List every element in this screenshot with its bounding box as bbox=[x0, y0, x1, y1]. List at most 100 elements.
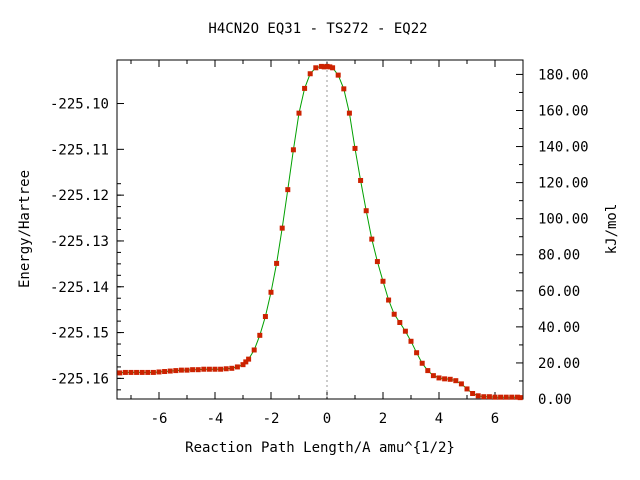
data-point bbox=[498, 394, 504, 400]
data-points bbox=[117, 63, 523, 401]
data-point bbox=[492, 394, 498, 400]
data-point bbox=[243, 359, 249, 365]
data-point bbox=[190, 367, 196, 373]
data-point bbox=[201, 366, 207, 372]
y2-tick-label: 20.00 bbox=[538, 356, 580, 372]
data-point bbox=[514, 394, 520, 400]
y2-tick-label: 160.00 bbox=[538, 103, 589, 119]
data-point bbox=[251, 347, 257, 353]
data-point bbox=[173, 368, 179, 374]
data-point bbox=[223, 366, 229, 372]
data-point bbox=[156, 369, 162, 375]
x-tick-label: -2 bbox=[263, 411, 280, 427]
data-point bbox=[268, 289, 274, 295]
data-point bbox=[212, 366, 218, 372]
data-point bbox=[380, 278, 386, 284]
data-point bbox=[475, 393, 481, 399]
data-point bbox=[257, 332, 263, 338]
x-tick-label: 4 bbox=[435, 411, 443, 427]
data-point bbox=[447, 376, 453, 382]
tick-labels: -6 -4 -2 0 2 4 6 -225.10 -225.11 -225.12 -225.13 -2… bbox=[50, 67, 589, 427]
data-point bbox=[486, 394, 492, 400]
y-axis-label: Energy/Hartree bbox=[17, 170, 33, 288]
data-point bbox=[274, 260, 280, 266]
data-point bbox=[279, 225, 285, 231]
data-point bbox=[391, 311, 397, 317]
data-point bbox=[246, 356, 252, 362]
data-point bbox=[122, 369, 128, 375]
data-point bbox=[419, 360, 425, 366]
data-point bbox=[442, 376, 448, 382]
y2-tick-label: 180.00 bbox=[538, 67, 589, 83]
y2-tick-label: 80.00 bbox=[538, 248, 580, 264]
data-point bbox=[145, 369, 151, 375]
x-tick-label: 0 bbox=[323, 411, 331, 427]
data-point bbox=[397, 319, 403, 325]
data-point bbox=[321, 64, 327, 70]
data-point bbox=[408, 338, 414, 344]
data-point bbox=[184, 367, 190, 373]
data-point bbox=[307, 71, 313, 77]
plot-frame bbox=[116, 59, 524, 400]
x-tick-label: 6 bbox=[491, 411, 499, 427]
x-axis-label: Reaction Path Length/A amu^{1/2} bbox=[185, 440, 455, 456]
y-tick-label: -225.13 bbox=[50, 234, 109, 250]
data-point bbox=[150, 369, 156, 375]
data-point bbox=[341, 86, 347, 92]
data-point bbox=[453, 378, 459, 384]
y2-tick-label: 100.00 bbox=[538, 212, 589, 228]
y-tick-label: -225.15 bbox=[50, 326, 109, 342]
data-point bbox=[363, 208, 369, 214]
data-point bbox=[352, 145, 358, 151]
y-tick-label: -225.16 bbox=[50, 371, 109, 387]
data-point bbox=[324, 63, 330, 69]
data-point bbox=[240, 362, 246, 368]
data-point bbox=[195, 367, 201, 373]
data-point bbox=[509, 394, 515, 400]
data-point bbox=[358, 177, 364, 183]
data-point bbox=[517, 395, 523, 401]
data-point bbox=[369, 236, 375, 242]
y2-tick-label: 60.00 bbox=[538, 284, 580, 300]
data-point bbox=[117, 370, 123, 376]
data-point bbox=[335, 72, 341, 78]
data-point bbox=[430, 373, 436, 379]
data-point bbox=[458, 381, 464, 387]
data-point bbox=[470, 391, 476, 397]
data-point bbox=[162, 369, 168, 375]
data-point bbox=[134, 369, 140, 375]
data-point bbox=[313, 65, 319, 71]
energy-curve-line bbox=[119, 65, 521, 399]
data-point bbox=[285, 187, 291, 193]
data-point bbox=[425, 368, 431, 374]
data-point bbox=[374, 259, 380, 265]
x-tick-label: -4 bbox=[207, 411, 224, 427]
y2-tick-label: 140.00 bbox=[538, 140, 589, 156]
data-point bbox=[178, 367, 184, 373]
y-tick-label: -225.10 bbox=[50, 97, 109, 113]
data-point bbox=[481, 394, 487, 400]
data-point bbox=[296, 110, 302, 116]
y2-tick-label: 120.00 bbox=[538, 176, 589, 192]
data-point bbox=[464, 386, 470, 392]
data-point bbox=[234, 364, 240, 370]
y-tick-label: -225.12 bbox=[50, 188, 109, 204]
data-point bbox=[218, 366, 224, 372]
data-point bbox=[290, 147, 296, 153]
y2-tick-label: 0.00 bbox=[538, 392, 572, 408]
axis-ticks bbox=[117, 60, 524, 400]
data-point bbox=[346, 110, 352, 116]
data-point bbox=[128, 369, 134, 375]
data-point bbox=[262, 314, 268, 320]
data-point bbox=[414, 350, 420, 356]
chart-title: H4CN2O EQ31 - TS272 - EQ22 bbox=[208, 21, 427, 37]
data-point bbox=[402, 328, 408, 334]
x-tick-label: 2 bbox=[379, 411, 387, 427]
data-point bbox=[327, 64, 333, 70]
data-point bbox=[318, 63, 324, 69]
y-tick-label: -225.11 bbox=[50, 142, 109, 158]
y-tick-label: -225.14 bbox=[50, 280, 109, 296]
x-tick-label: -6 bbox=[151, 411, 168, 427]
data-point bbox=[503, 394, 509, 400]
